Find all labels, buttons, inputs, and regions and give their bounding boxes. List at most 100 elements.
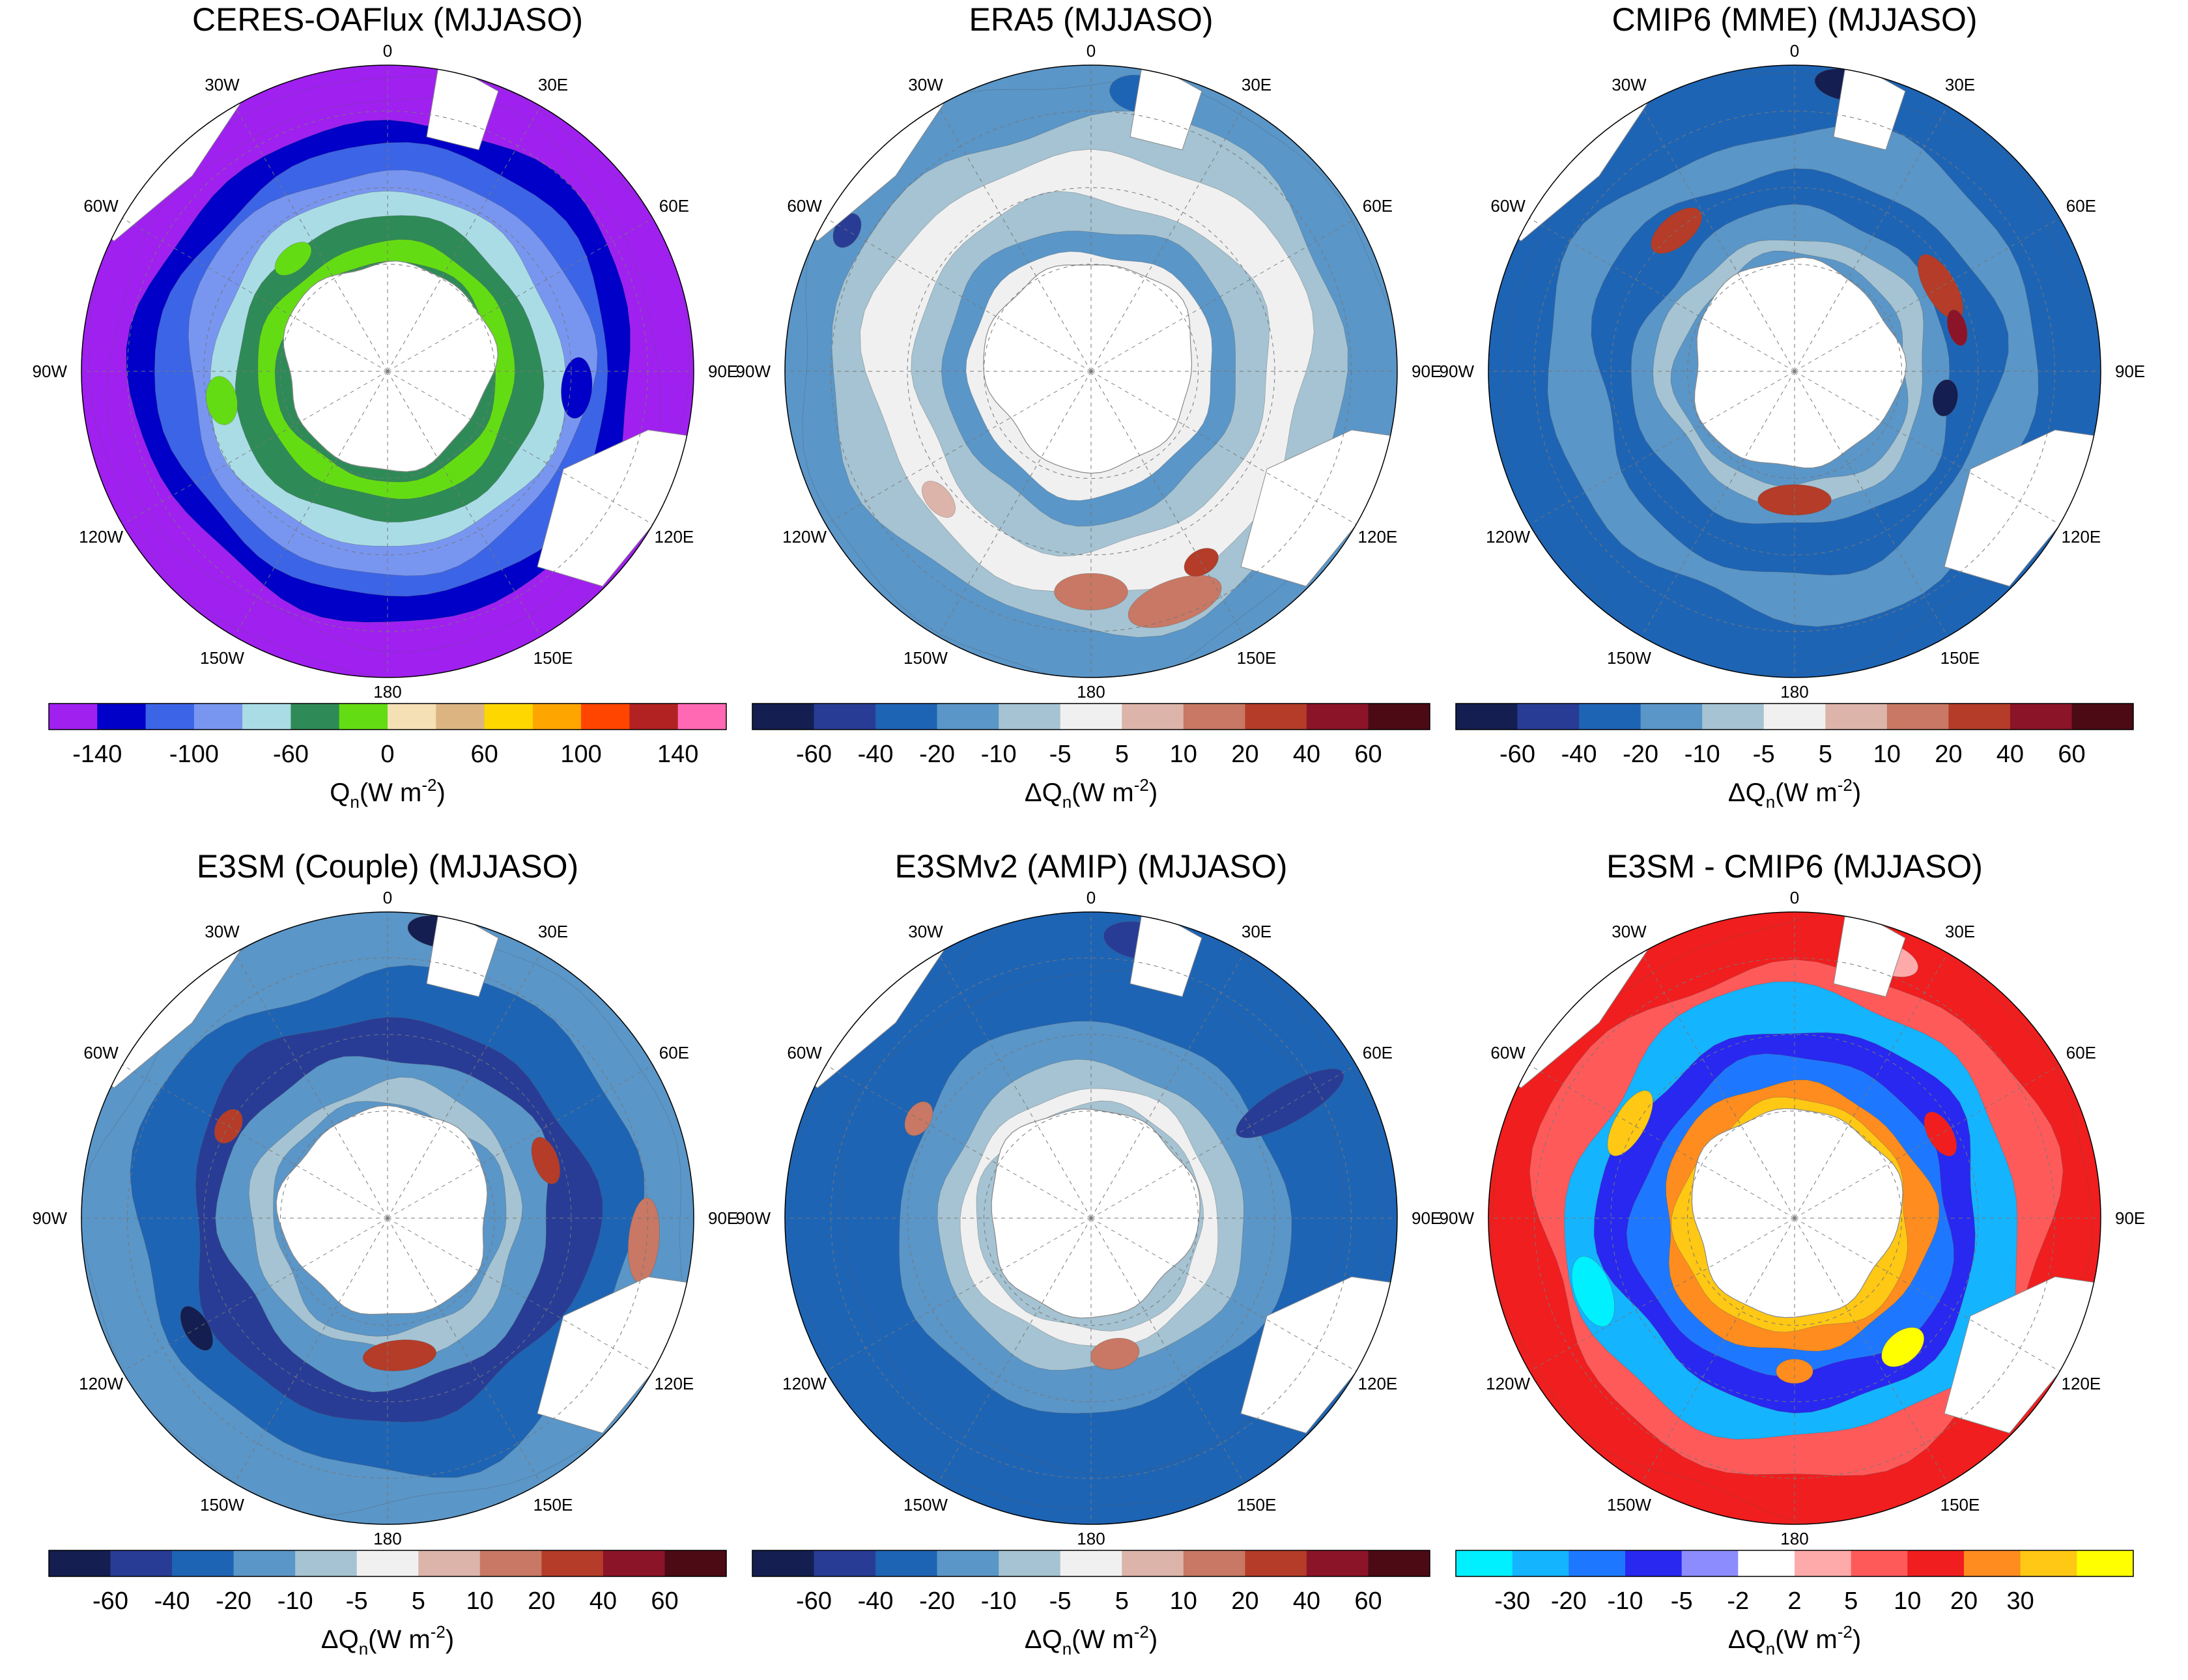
- longitude-label: 30E: [538, 922, 568, 941]
- colorbar-swatch: [937, 704, 999, 730]
- colorbar-swatch: [295, 1550, 358, 1576]
- colorbar-tick-label: -30: [1494, 1587, 1530, 1615]
- colorbar-swatch: [1738, 1550, 1795, 1576]
- colorbar-frame: [752, 1550, 1430, 1577]
- longitude-label: 120W: [782, 1374, 827, 1393]
- africa-land: [1130, 65, 1202, 150]
- contour-patch: [274, 242, 312, 276]
- longitude-label: 150E: [1940, 648, 1980, 668]
- longitude-label: 60W: [787, 196, 822, 216]
- colorbar-swatch: [484, 704, 533, 730]
- colorbar-label: ΔQn(W m-2): [1728, 1622, 1861, 1659]
- colorbar-tick-label: 10: [1170, 1587, 1197, 1615]
- africa-land: [1833, 65, 1906, 150]
- longitude-label: 120E: [2062, 527, 2101, 547]
- colorbar-label: ΔQn(W m-2): [1025, 1622, 1158, 1659]
- colorbar-swatch: [193, 704, 243, 730]
- panel-title: E3SM - CMIP6 (MJJASO): [1606, 848, 1983, 885]
- longitude-label: 60E: [1363, 196, 1393, 216]
- parallel-line: [1534, 958, 2055, 1479]
- panel-title: CERES-OAFlux (MJJASO): [192, 1, 584, 38]
- colorbar-swatch: [356, 1550, 419, 1576]
- colorbar-swatch: [1512, 1550, 1569, 1576]
- longitude-label: 150E: [1237, 648, 1277, 668]
- colorbar-swatch: [1368, 704, 1430, 730]
- longitude-label: 0: [1790, 41, 1799, 61]
- contour-patch: [1090, 1337, 1140, 1370]
- colorbar-swatch: [1625, 1550, 1683, 1576]
- map-panel: E3SM - CMIP6 (MJJASO) 0 30E 60E 90E 120E 150E 1…: [1436, 847, 2153, 1674]
- map-panel: E3SM (Couple) (MJJASO) 0 30E 60E 90E 120E 150E…: [29, 847, 746, 1674]
- colorbar-swatch: [1886, 704, 1949, 730]
- parallel-line: [831, 958, 1352, 1479]
- longitude-label: 90E: [2115, 1208, 2145, 1228]
- longitude-label: 0: [1790, 888, 1799, 907]
- colorbar: -60 -40 -20 -10 -5 5 10 20 40 60 ΔQn(W m-2): [752, 1550, 1430, 1659]
- colorbar-tick-label: -10: [1608, 1587, 1643, 1615]
- parallel-line: [280, 264, 495, 479]
- colorbar-swatch: [752, 1550, 814, 1576]
- colorbar-tick-label: 5: [412, 1587, 425, 1615]
- longitude-label: 30E: [1242, 922, 1272, 941]
- contour-patch: [922, 481, 956, 518]
- colorbar-swatch: [110, 1550, 173, 1576]
- colorbar-swatch: [1183, 1550, 1245, 1576]
- colorbar-tick-label: 20: [1935, 741, 1962, 768]
- colorbar-swatch: [233, 1550, 296, 1576]
- map-border: [784, 911, 1398, 1525]
- longitude-label: 90W: [33, 1208, 68, 1228]
- colorbar-tick-label: -60: [273, 741, 309, 768]
- colorbar-tick-label: -5: [1049, 741, 1072, 768]
- colorbar-tick-label: 100: [560, 741, 601, 768]
- map-border: [1488, 64, 2101, 678]
- longitude-label: 120W: [782, 527, 827, 547]
- contour-patch: [1128, 575, 1222, 628]
- panel-title: ERA5 (MJJASO): [969, 1, 1214, 38]
- colorbar-swatch: [1964, 1550, 2021, 1576]
- longitude-label: 30W: [205, 75, 240, 94]
- longitude-label: 120E: [2062, 1374, 2101, 1393]
- colorbar-swatch: [479, 1550, 542, 1576]
- antarctica-land: [1691, 1108, 1903, 1318]
- colorbar-tick-label: 60: [1354, 741, 1382, 768]
- colorbar-tick-label: 10: [1894, 1587, 1921, 1615]
- colorbar-tick-label: -40: [858, 1587, 894, 1615]
- colorbar-swatch: [1825, 704, 1888, 730]
- colorbar-tick-label: 10: [1873, 741, 1901, 768]
- longitude-label: 30E: [538, 75, 568, 94]
- colorbar-swatch: [1763, 704, 1826, 730]
- longitude-label: 90E: [2115, 362, 2145, 381]
- colorbar-swatch: [388, 704, 436, 730]
- panel-title: CMIP6 (MME) (MJJASO): [1612, 1, 1978, 38]
- colorbar: -30 -20 -10 -5 -2 2 5 10 20 30 ΔQn(W m-2): [1455, 1550, 2134, 1659]
- colorbar-tick-label: 40: [590, 1587, 617, 1615]
- parallel-line: [984, 264, 1199, 479]
- polar-map: 0 30E 60E 90E 120E 150E 180 150W 120W 90W 60W 30W: [736, 41, 1442, 702]
- africa-land: [426, 65, 499, 150]
- polar-map: 0 30E 60E 90E 120E 150E 180 150W 120W 90W 60W 30W: [33, 41, 739, 702]
- colorbar-tick-label: -20: [919, 1587, 955, 1615]
- colorbar-swatch: [1681, 1550, 1739, 1576]
- longitude-label: 60W: [1490, 1043, 1526, 1062]
- colorbar: -60 -40 -20 -10 -5 5 10 20 40 60 ΔQn(W m-2): [752, 703, 1430, 812]
- map-panel: ERA5 (MJJASO) 0 30E 60E 90E 120E 150E 180 150W 12…: [733, 0, 1449, 827]
- colorbar-swatch: [418, 1550, 481, 1576]
- longitude-label: 150W: [1607, 648, 1651, 668]
- colorbar-swatch: [1306, 1550, 1369, 1576]
- colorbar-swatch: [532, 704, 582, 730]
- colorbar-swatch: [172, 1550, 234, 1576]
- colorbar-swatch: [999, 1550, 1061, 1576]
- colorbar-tick-label: 20: [1950, 1587, 1978, 1615]
- colorbar: -140 -100 -60 0 60 100 140 Qn(W m-2): [48, 703, 727, 812]
- map-border: [81, 911, 694, 1525]
- colorbar-frame: [48, 1550, 727, 1577]
- colorbar-tick-label: 40: [1293, 1587, 1320, 1615]
- africa-land: [1833, 912, 1906, 997]
- colorbar-tick-label: -10: [981, 1587, 1017, 1615]
- antarctica-land: [276, 1105, 488, 1315]
- longitude-label: 180: [1077, 1529, 1105, 1548]
- longitude-label: 90W: [1440, 362, 1475, 381]
- longitude-label: 30E: [1242, 75, 1272, 94]
- colorbar-tick-label: 5: [1115, 1587, 1129, 1615]
- longitude-label: 90W: [1440, 1208, 1475, 1228]
